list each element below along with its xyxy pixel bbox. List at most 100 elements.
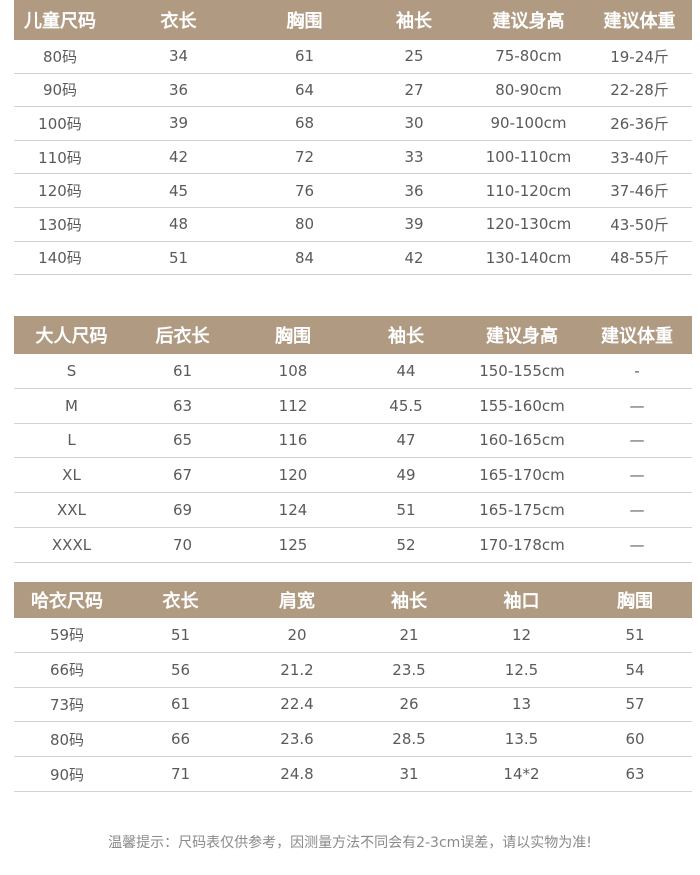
table-cell: 155-160cm bbox=[479, 396, 565, 415]
table-cell: 72 bbox=[294, 148, 315, 167]
table-cell: 51 bbox=[396, 501, 416, 520]
table-cell: 80码 bbox=[49, 730, 85, 749]
table-cell: 54 bbox=[625, 660, 645, 679]
table-cell: 42 bbox=[168, 148, 189, 167]
header-cell: 大人尺码 bbox=[35, 326, 108, 347]
table-cell: 39 bbox=[404, 215, 424, 234]
table-cell: 22-28斤 bbox=[610, 81, 669, 100]
table-row: M 63 112 45.5 155-160cm — bbox=[14, 389, 692, 424]
table-cell: 63 bbox=[625, 765, 645, 784]
header-cell: 建议体重 bbox=[601, 326, 673, 347]
table-cell: 73码 bbox=[49, 695, 85, 714]
table-row: XL 67 120 49 165-170cm — bbox=[14, 458, 692, 494]
table-cell: 100码 bbox=[38, 114, 82, 133]
table-cell: 14*2 bbox=[503, 765, 540, 784]
table-cell: 64 bbox=[294, 80, 315, 99]
table-cell: 28.5 bbox=[392, 730, 426, 749]
table-cell: 13.5 bbox=[504, 730, 539, 749]
table-row: 120码 45 76 36 110-120cm 37-46斤 bbox=[14, 174, 692, 208]
table-cell: 30 bbox=[404, 114, 424, 133]
table-row: 66码 56 21.2 23.5 12.5 54 bbox=[14, 653, 692, 688]
table-cell: — bbox=[629, 535, 645, 554]
table-cell: 66码 bbox=[49, 661, 85, 680]
table-cell: 84 bbox=[294, 248, 315, 267]
header-cell: 建议体重 bbox=[603, 11, 676, 32]
table-row: XXL 69 124 51 165-175cm — bbox=[14, 493, 692, 528]
table-cell: 165-175cm bbox=[479, 501, 565, 520]
table-row: L 65 116 47 160-165cm — bbox=[14, 424, 692, 459]
table-cell: 51 bbox=[170, 625, 191, 644]
table-cell: 165-170cm bbox=[479, 466, 565, 485]
table-cell: 61 bbox=[170, 695, 191, 714]
table-row: 140码 51 84 42 130-140cm 48-55斤 bbox=[14, 242, 692, 276]
table-cell: L bbox=[67, 431, 76, 450]
table-cell: 52 bbox=[396, 535, 416, 554]
table-cell: 48 bbox=[168, 215, 189, 234]
table-cell: 69 bbox=[172, 501, 193, 520]
table-cell: 49 bbox=[396, 466, 416, 485]
table-cell: 51 bbox=[625, 625, 645, 644]
table-cell: 27 bbox=[404, 80, 424, 99]
table-header: 大人尺码 后衣长 胸围 袖长 建议身高 建议体重 bbox=[14, 316, 692, 354]
header-cell: 胸围 bbox=[286, 11, 323, 32]
table-cell: 120 bbox=[278, 466, 308, 485]
table-cell: 59码 bbox=[49, 626, 85, 645]
table-cell: 63 bbox=[172, 396, 193, 415]
table-header: 儿童尺码 衣长 胸围 袖长 建议身高 建议体重 bbox=[14, 0, 692, 40]
table-cell: 80 bbox=[294, 215, 315, 234]
table-cell: 140码 bbox=[38, 249, 82, 268]
table-cell: 25 bbox=[404, 47, 424, 66]
table-row: 59码 51 20 21 12 51 bbox=[14, 618, 692, 653]
table-row: 73码 61 22.4 26 13 57 bbox=[14, 688, 692, 723]
table-cell: 116 bbox=[278, 431, 308, 450]
table-row: S 61 108 44 150-155cm - bbox=[14, 354, 692, 389]
table-cell: 36 bbox=[168, 80, 189, 99]
table-cell: 37-46斤 bbox=[610, 182, 669, 201]
table-cell: XXL bbox=[57, 501, 86, 520]
table-row: 80码 66 23.6 28.5 13.5 60 bbox=[14, 722, 692, 758]
table-cell: 61 bbox=[294, 47, 315, 66]
table-row: 130码 48 80 39 120-130cm 43-50斤 bbox=[14, 208, 692, 242]
table-cell: 39 bbox=[168, 114, 189, 133]
adult-size-table: 大人尺码 后衣长 胸围 袖长 建议身高 建议体重 S 61 108 44 150-155cm - M 63… bbox=[14, 316, 692, 563]
table-cell: 66 bbox=[170, 730, 191, 749]
header-cell: 后衣长 bbox=[155, 326, 210, 347]
table-cell: 110码 bbox=[38, 148, 82, 167]
table-cell: 70 bbox=[172, 535, 193, 554]
table-cell: XL bbox=[62, 466, 81, 485]
table-cell: 61 bbox=[172, 361, 193, 380]
table-cell: 56 bbox=[170, 660, 191, 679]
table-cell: — bbox=[629, 396, 645, 415]
table-cell: 60 bbox=[625, 730, 645, 749]
table-cell: 31 bbox=[399, 765, 419, 784]
table-cell: 76 bbox=[294, 181, 315, 200]
header-cell: 衣长 bbox=[160, 11, 197, 32]
table-cell: 100-110cm bbox=[485, 148, 572, 167]
table-cell: 34 bbox=[168, 47, 189, 66]
table-cell: 65 bbox=[172, 431, 193, 450]
header-cell: 袖长 bbox=[396, 11, 432, 32]
children-size-table: 儿童尺码 衣长 胸围 袖长 建议身高 建议体重 80码 34 61 25 75-80cm 19-24斤… bbox=[14, 0, 692, 276]
table-cell: 67 bbox=[172, 466, 193, 485]
table-cell: 12 bbox=[511, 625, 532, 644]
table-cell: 90码 bbox=[49, 765, 85, 784]
table-cell: 19-24斤 bbox=[610, 47, 669, 66]
header-cell: 袖口 bbox=[503, 591, 540, 612]
table-cell: 124 bbox=[278, 501, 308, 520]
table-cell: 80-90cm bbox=[495, 80, 562, 99]
table-cell: 125 bbox=[278, 535, 308, 554]
table-cell: 120-130cm bbox=[485, 215, 572, 234]
table-cell: 47 bbox=[396, 431, 416, 450]
table-cell: 42 bbox=[404, 248, 424, 267]
table-row: 90码 71 24.8 31 14*2 63 bbox=[14, 757, 692, 792]
table-cell: 75-80cm bbox=[495, 47, 562, 66]
table-cell: 23.6 bbox=[280, 730, 314, 749]
table-cell: 130码 bbox=[38, 215, 82, 234]
header-cell: 建议身高 bbox=[486, 326, 558, 347]
header-cell: 肩宽 bbox=[279, 591, 315, 612]
table-cell: 150-155cm bbox=[479, 361, 565, 380]
table-cell: 45 bbox=[168, 181, 189, 200]
table-cell: 26 bbox=[399, 695, 419, 714]
table-row: 90码 36 64 27 80-90cm 22-28斤 bbox=[14, 74, 692, 108]
table-cell: 20 bbox=[287, 625, 307, 644]
